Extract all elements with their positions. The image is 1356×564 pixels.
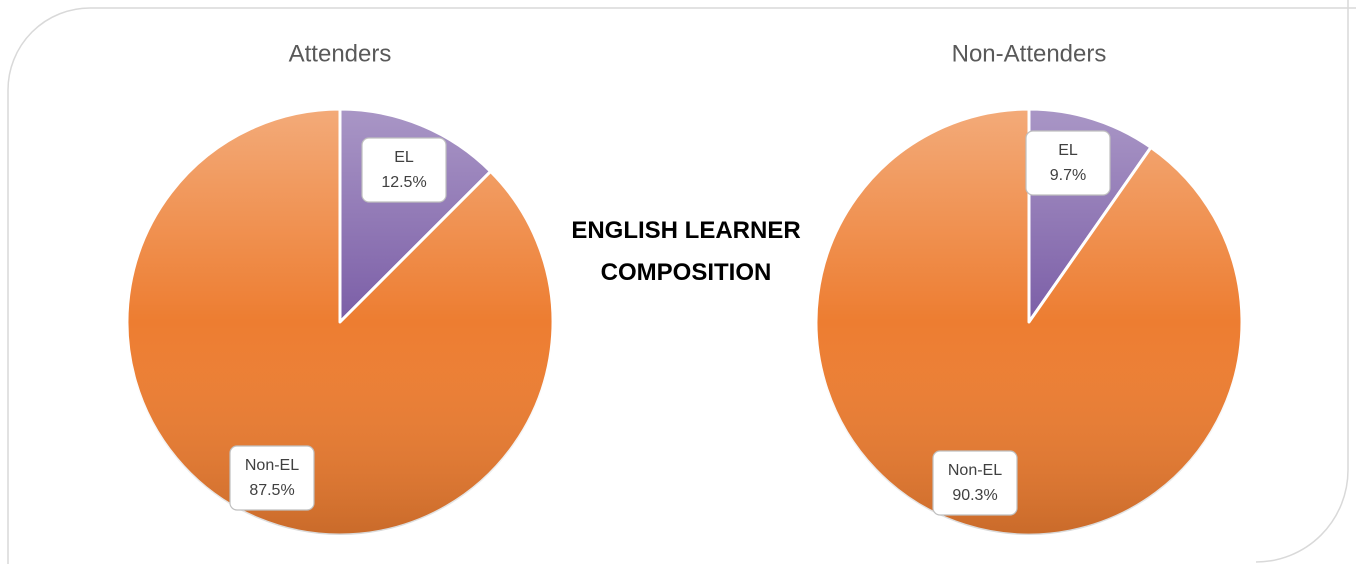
pie-title: Non-Attenders: [952, 40, 1107, 67]
label-box: [361, 137, 447, 203]
label-box: [932, 450, 1018, 516]
value-label: 87.5%: [249, 482, 294, 499]
pie-title: Attenders: [289, 40, 392, 67]
value-label: 12.5%: [381, 174, 426, 191]
value-label: 90.3%: [952, 487, 997, 504]
category-label: Non-EL: [245, 457, 299, 474]
category-label: EL: [1058, 142, 1078, 159]
main-title: ENGLISH LEARNER COMPOSITION: [571, 217, 801, 286]
label-box: [1025, 130, 1111, 196]
frame: [7, 0, 1356, 564]
category-label: EL: [394, 149, 414, 166]
value-label: 9.7%: [1050, 167, 1086, 184]
category-label: Non-EL: [948, 462, 1002, 479]
pie-slice: [125, 107, 555, 537]
label-box: [229, 445, 315, 511]
